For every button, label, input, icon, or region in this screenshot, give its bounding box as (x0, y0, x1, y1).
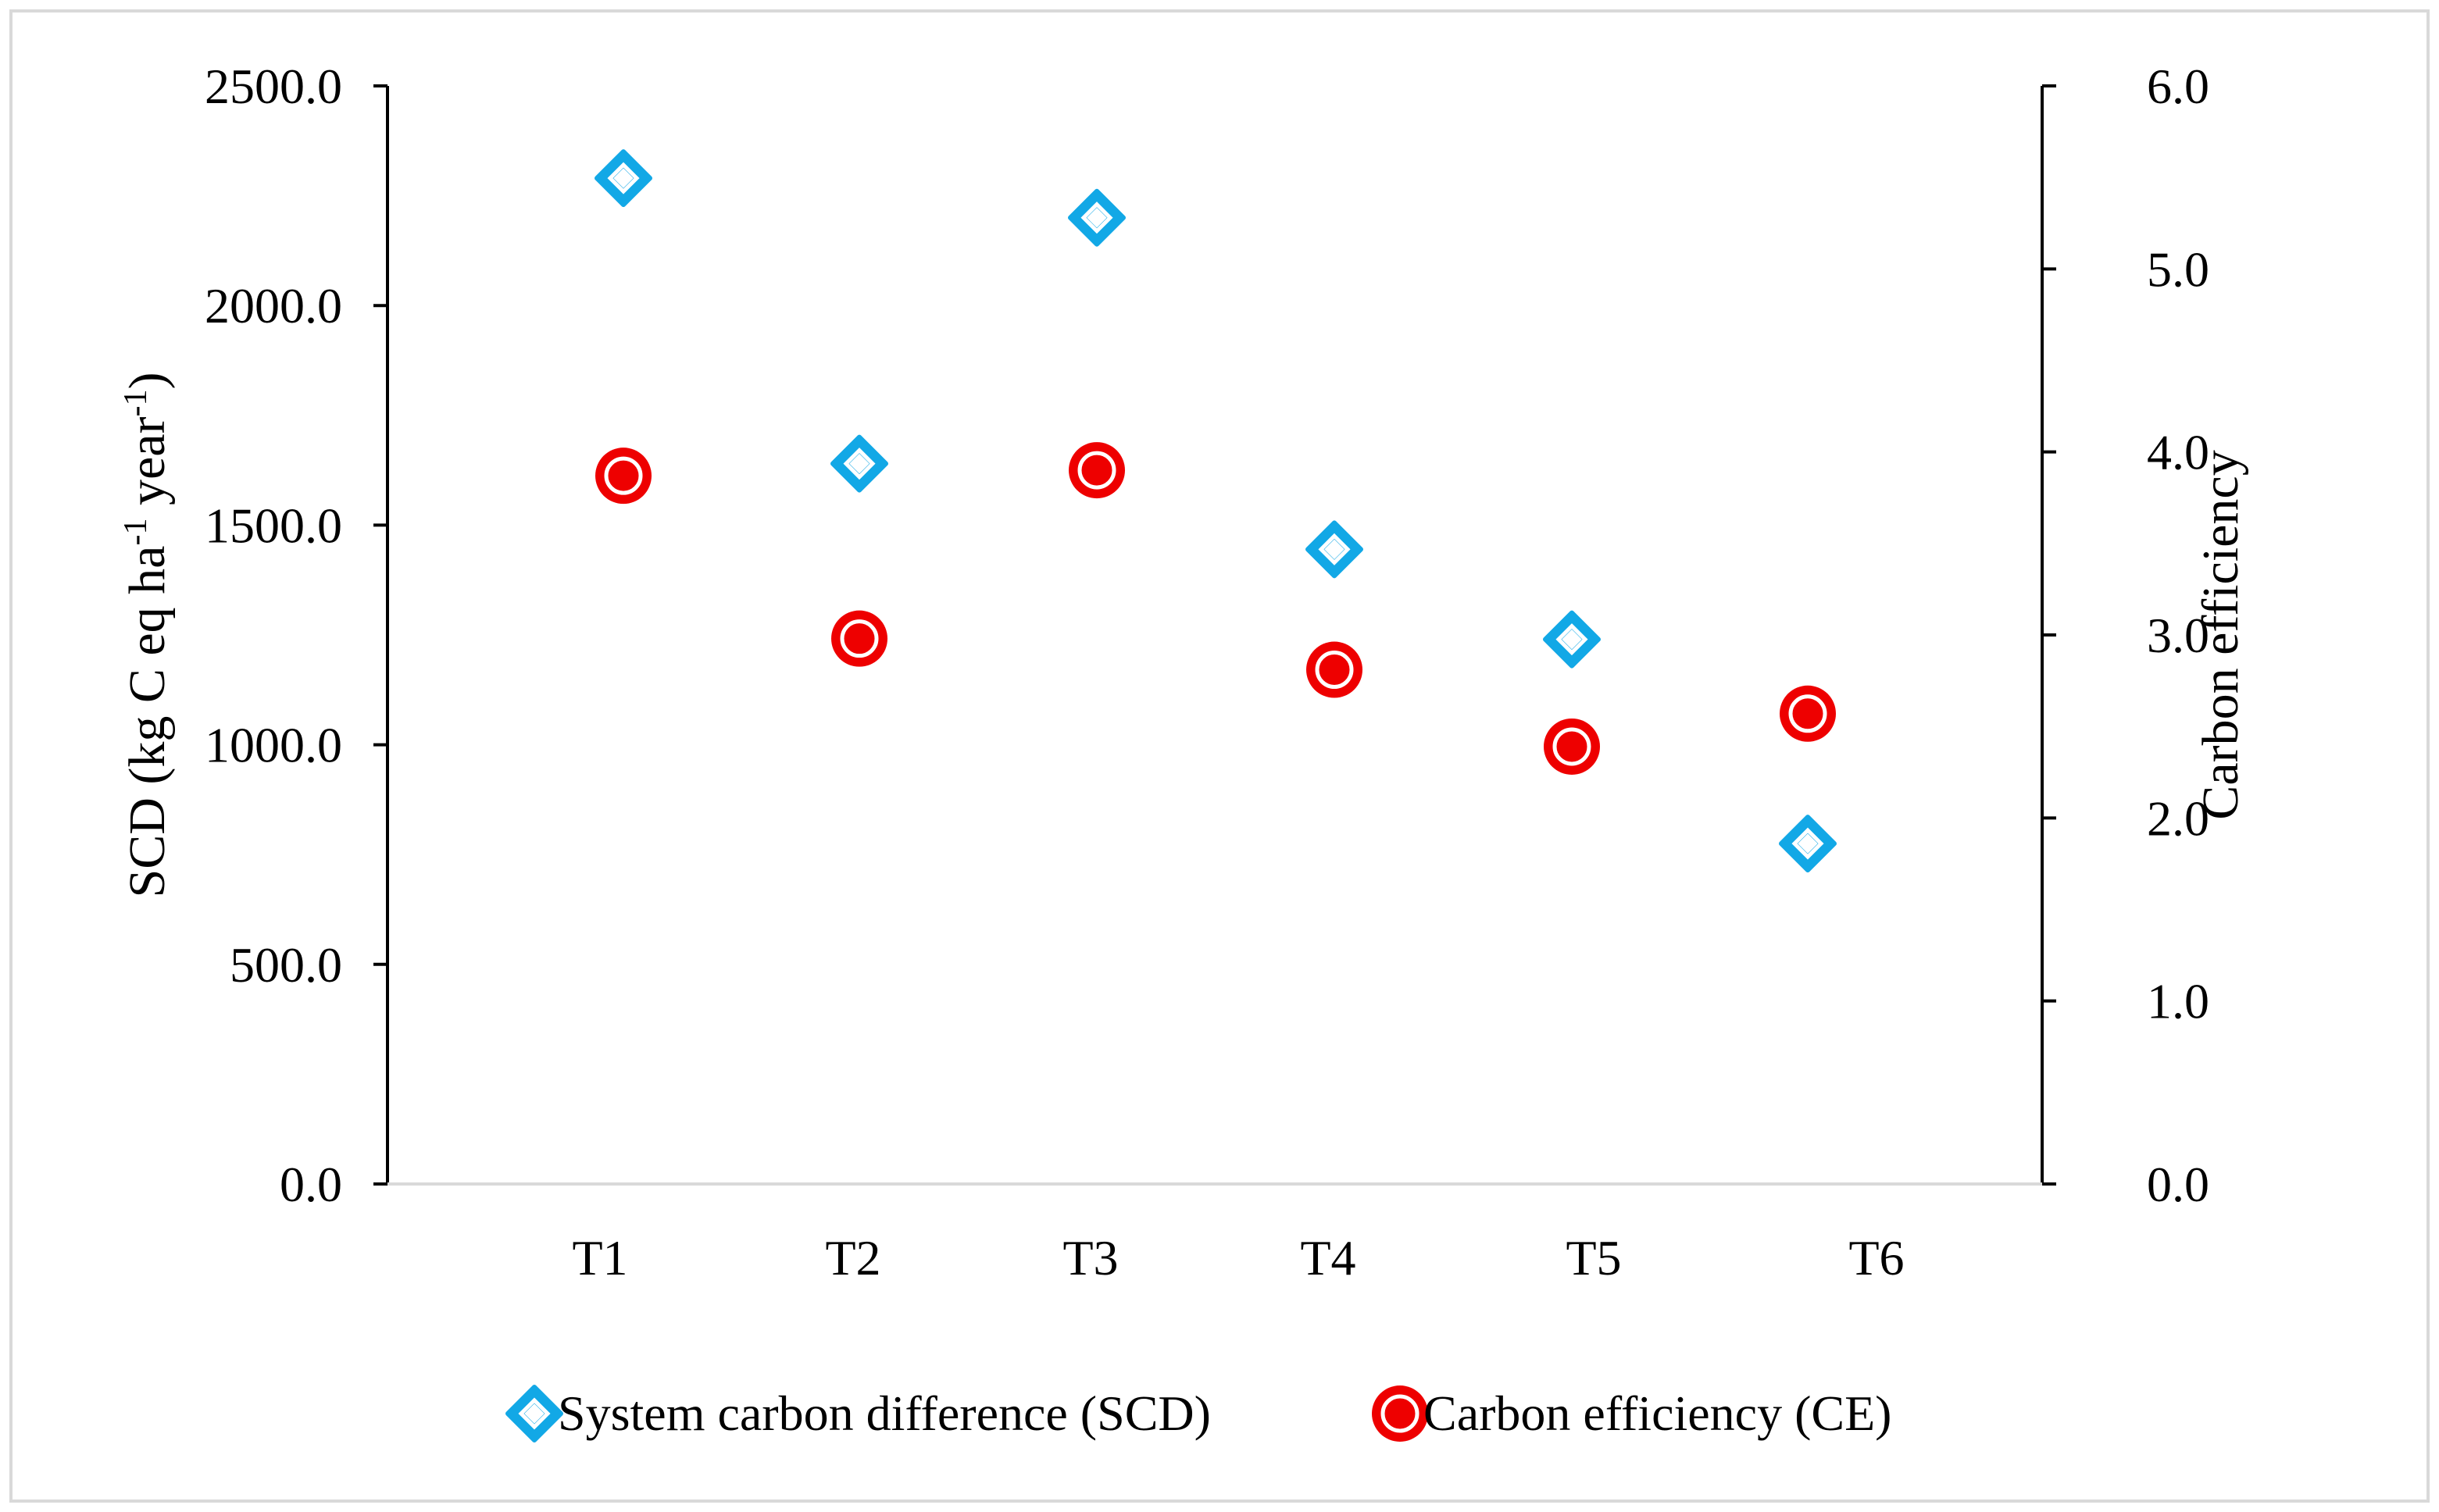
data-markers (595, 149, 1837, 873)
ce-point-t2 (831, 610, 887, 667)
legend-marker-scd (505, 1385, 563, 1442)
right-tick-label: 0.0 (2147, 1157, 2209, 1212)
left-axis-title: SCD (kg C eq ha-1 year-1) (118, 372, 176, 897)
x-axis-tick-labels: T1 T2 T3 T4 T5 T6 (572, 1230, 1904, 1286)
scd-point-t3 (1068, 188, 1126, 247)
left-tick-label: 1500.0 (205, 497, 342, 553)
legend-circle-mark (1372, 1385, 1428, 1442)
left-tick-label: 2000.0 (205, 278, 342, 333)
right-tick-label: 6.0 (2147, 59, 2209, 114)
left-axis-ticks: 0.0 500.0 1000.0 1500.0 2000.0 2500.0 (205, 59, 387, 1212)
ce-point-t6 (1780, 685, 1836, 742)
chart-border (9, 9, 2430, 1503)
right-tick-label: 4.0 (2147, 425, 2209, 480)
scd-point-t2 (830, 434, 888, 493)
x-tick-label: T6 (1848, 1230, 1904, 1286)
x-tick-label: T3 (1062, 1230, 1118, 1286)
right-tick-label: 1.0 (2147, 974, 2209, 1029)
right-axis-title: Carbon efficiency (2192, 450, 2249, 819)
left-tick-label: 1000.0 (205, 718, 342, 773)
ce-point-t1 (595, 448, 652, 505)
right-tick-label: 2.0 (2147, 790, 2209, 846)
x-tick-label: T1 (572, 1230, 627, 1286)
left-tick-label: 500.0 (230, 937, 342, 993)
scd-point-t6 (1779, 815, 1837, 873)
ce-point-t3 (1069, 442, 1125, 499)
right-axis-ticks: 0.0 1.0 2.0 3.0 4.0 5.0 6.0 (2042, 59, 2209, 1212)
left-tick-label: 2500.0 (205, 59, 342, 114)
legend: System carbon difference (SCD) Carbon ef… (505, 1385, 1891, 1442)
x-tick-label: T5 (1566, 1230, 1621, 1286)
left-tick-label: 0.0 (280, 1157, 342, 1212)
scd-point-t1 (595, 149, 652, 208)
x-tick-label: T2 (825, 1230, 880, 1286)
right-tick-label: 3.0 (2147, 608, 2209, 663)
legend-diamond-mark (505, 1385, 563, 1442)
scd-point-t5 (1543, 610, 1601, 669)
ce-point-t5 (1544, 718, 1600, 775)
ce-point-t4 (1306, 641, 1362, 698)
right-tick-label: 5.0 (2147, 241, 2209, 297)
legend-label-scd: System carbon difference (SCD) (558, 1385, 1211, 1441)
legend-marker-ce (1372, 1385, 1428, 1442)
scd-point-t4 (1305, 520, 1363, 579)
legend-label-ce: Carbon efficiency (CE) (1423, 1385, 1891, 1441)
x-tick-label: T4 (1300, 1230, 1355, 1286)
